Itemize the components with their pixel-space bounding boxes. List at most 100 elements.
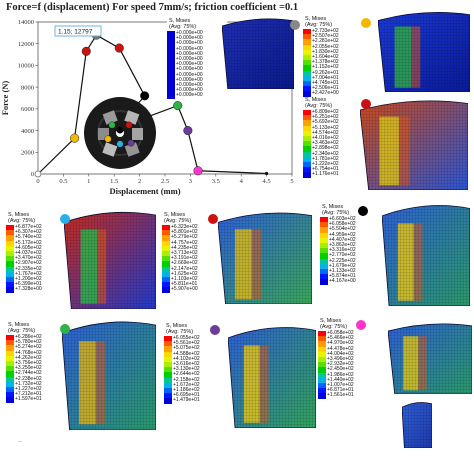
data-point <box>70 133 80 143</box>
legend-swatch <box>320 217 328 223</box>
legend-value: +5.466e+02 <box>327 335 354 342</box>
legend-swatch <box>303 70 311 76</box>
legend-red-mid: S, Mises (Avg: 75%) +6.323e+02 +5.801e+02 +5… <box>162 212 220 293</box>
legend-swatch <box>164 346 172 352</box>
legend-value: +6.603e+02 <box>329 216 356 222</box>
legend-value: +5.274e+02 <box>15 344 42 351</box>
fe-model-view <box>382 205 470 306</box>
legend-value: +0.000e+00 <box>176 35 203 42</box>
legend-color-bar <box>320 217 328 285</box>
legend-swatch <box>303 39 311 45</box>
legend-value: +4.016e+02 <box>312 135 339 142</box>
legend-avg: (Avg: 75%) <box>305 22 333 28</box>
legend-swatch <box>6 261 14 267</box>
legend-swatch <box>162 230 170 236</box>
legend-avg: (Avg: 75%) <box>8 328 36 334</box>
legend-swatch <box>318 351 326 358</box>
legend-swatch <box>6 277 14 283</box>
x-axis-label: Displacement (mm) <box>109 186 180 196</box>
legend-swatch <box>6 335 14 341</box>
legend-value: +1.479e+01 <box>173 397 200 404</box>
inset-block <box>124 110 140 125</box>
legend-swatch <box>6 240 14 246</box>
legend-swatch <box>303 146 311 152</box>
corner-mark: .. <box>18 437 22 444</box>
x-tick-label: 1 <box>87 178 90 185</box>
chart-title: Force=f (displacement) For speed 7mm/s; … <box>6 2 299 13</box>
legend-swatch <box>167 67 175 73</box>
legend-swatch <box>164 356 172 363</box>
legend-swatch <box>6 387 14 393</box>
legend-value: +5.874e+01 <box>329 273 356 280</box>
x-tick-label: 4.5 <box>263 178 271 185</box>
legend-values: +6.603e+02 +6.058e+02 +5.504e+02 +4.959e+02… <box>329 216 356 285</box>
legend-swatch <box>167 57 175 63</box>
legend-swatch <box>303 125 311 131</box>
legend-swatch <box>303 172 311 178</box>
legend-pink: S, Mises (Avg: 75%) +6.058e+02 +5.466e+02 +4… <box>318 318 376 399</box>
legend-swatch <box>162 245 170 252</box>
legend-swatch <box>162 261 170 267</box>
legend-value: +6.251e+02 <box>312 114 339 121</box>
fe-model-view <box>62 321 156 430</box>
legend-marker-dot <box>356 320 366 330</box>
legend-value: +4.037e+02 <box>15 250 42 257</box>
legend-swatch <box>318 393 326 399</box>
legend-swatch <box>320 222 328 228</box>
fe-model-view <box>378 12 470 92</box>
legend-value: +4.745e+01 <box>312 80 339 87</box>
legend-value: +5.279e+02 <box>171 234 198 241</box>
y-tick-label: 14000 <box>18 19 34 26</box>
fe-model-view <box>222 18 294 89</box>
legend-swatch <box>318 367 326 373</box>
model-mesh <box>62 321 156 430</box>
legend-value: +6.307e+02 <box>15 229 42 236</box>
legend-swatch <box>6 230 14 236</box>
legend-field: S, Mises <box>8 212 30 218</box>
legend-swatch <box>6 345 14 351</box>
legend-swatch <box>6 340 14 346</box>
legend-value: +1.186e+02 <box>173 387 200 394</box>
legend-swatch <box>167 41 175 47</box>
legend-value: +0.000e+00 <box>176 45 203 52</box>
legend-purple: S, Mises (Avg: 75%) +6.055e+02 +5.561e+02 +5… <box>164 323 222 404</box>
force-displacement-chart: 0 0.5 1 1.5 2 2.5 3 3.5 4 4.5 5 0 2000 4000 6000 8000 10… <box>0 19 294 196</box>
legend-swatch <box>318 388 326 394</box>
inset-block <box>102 110 118 125</box>
legend-value: +5.172e+02 <box>15 239 42 246</box>
legend-value: +5.801e+02 <box>171 229 198 236</box>
legend-value: +4.588e+02 <box>173 350 200 357</box>
legend-swatch <box>167 77 175 84</box>
legend-value: +4.167e+00 <box>329 278 356 285</box>
legend-swatch <box>303 65 311 71</box>
legend-color-bar <box>162 225 170 293</box>
legend-swatch <box>303 110 311 116</box>
legend-swatch <box>303 115 311 121</box>
legend-color-bar <box>164 336 172 404</box>
legend-values: +2.733e+02 +2.507e+02 +2.281e+02 +2.055e+02… <box>312 28 339 97</box>
legend-value: +2.225e+02 <box>329 257 356 264</box>
legend-value: +2.427e+00 <box>312 90 339 97</box>
legend-swatch <box>6 355 14 362</box>
model-mesh <box>360 100 468 190</box>
legend-value: +1.604e+02 <box>312 54 339 61</box>
legend-value: +3.862e+02 <box>329 242 356 249</box>
legend-swatch <box>164 362 172 368</box>
fe-model-view <box>388 323 472 394</box>
legend-avg: (Avg: 75%) <box>320 324 348 330</box>
legend-avg: (Avg: 75%) <box>305 103 333 109</box>
model-mesh <box>218 213 312 304</box>
annotation-box <box>54 25 102 37</box>
legend-value: +6.323e+02 <box>171 224 198 230</box>
legend-marker-dot <box>358 206 368 216</box>
legend-swatch <box>6 287 14 293</box>
inset-block <box>98 128 109 140</box>
legend-swatch <box>6 271 14 278</box>
legend-value: +2.450e+02 <box>327 366 354 373</box>
fe-model-view <box>360 100 468 190</box>
legend-value: +4.102e+02 <box>173 355 200 362</box>
x-tick-label: 3.5 <box>212 178 220 185</box>
inset-markers <box>104 121 135 148</box>
legend-value: +2.644e+02 <box>173 371 200 378</box>
legend-value: +2.932e+02 <box>327 361 354 368</box>
